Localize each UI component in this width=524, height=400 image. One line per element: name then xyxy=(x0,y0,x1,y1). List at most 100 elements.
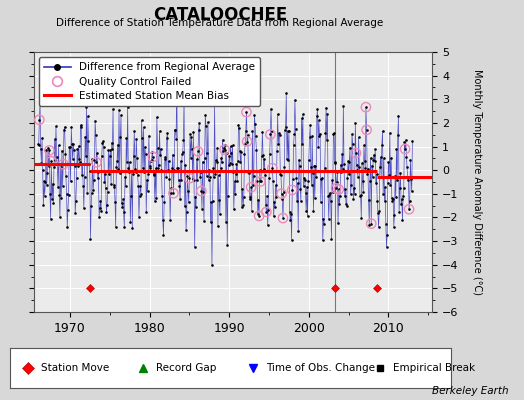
Point xyxy=(381,184,389,190)
Point xyxy=(201,112,210,118)
Point xyxy=(140,169,148,176)
Point xyxy=(161,154,170,161)
Point xyxy=(207,199,215,205)
Point xyxy=(222,218,230,225)
Point xyxy=(194,148,202,154)
Point xyxy=(251,121,259,128)
Point xyxy=(394,132,402,139)
Point xyxy=(54,184,62,190)
Point xyxy=(172,75,181,81)
Point xyxy=(229,169,237,176)
Point xyxy=(204,177,213,184)
Point xyxy=(53,161,61,167)
Point xyxy=(307,182,315,188)
Point xyxy=(363,127,371,133)
Point xyxy=(250,112,259,118)
Point xyxy=(338,151,346,157)
Point xyxy=(35,116,43,123)
Point xyxy=(335,201,344,207)
Point xyxy=(184,188,192,194)
Point xyxy=(213,145,222,151)
Point xyxy=(63,224,71,231)
Point xyxy=(225,153,233,159)
Point xyxy=(98,140,106,146)
Point xyxy=(385,172,394,178)
Point xyxy=(113,158,121,164)
Point xyxy=(231,191,239,197)
Point xyxy=(292,174,300,181)
Point xyxy=(368,162,376,169)
Point xyxy=(199,188,208,195)
Point xyxy=(254,211,262,217)
Point xyxy=(149,154,157,160)
Point xyxy=(94,175,102,182)
Point xyxy=(180,95,188,102)
Point xyxy=(95,214,103,220)
Point xyxy=(40,178,48,185)
Point xyxy=(255,213,263,219)
Point xyxy=(313,113,321,119)
Point xyxy=(114,141,122,148)
Point xyxy=(209,165,217,171)
Point xyxy=(270,198,279,205)
Point xyxy=(322,104,330,111)
Point xyxy=(401,146,409,152)
Point xyxy=(355,164,364,171)
Point xyxy=(41,178,50,185)
Point xyxy=(268,165,277,171)
Point xyxy=(85,161,93,167)
Point xyxy=(274,141,282,147)
Point xyxy=(45,163,53,169)
Point xyxy=(35,116,43,123)
Point xyxy=(369,156,377,163)
Point xyxy=(262,209,270,215)
Point xyxy=(50,164,58,171)
Point xyxy=(405,206,413,212)
Point xyxy=(394,112,402,119)
Point xyxy=(132,136,140,142)
Point xyxy=(339,103,347,110)
Point xyxy=(84,138,93,145)
Point xyxy=(67,124,75,130)
Point xyxy=(176,196,184,202)
Point xyxy=(143,176,151,183)
Point xyxy=(393,177,401,183)
Point xyxy=(258,129,267,135)
Point xyxy=(352,150,360,156)
Point xyxy=(389,196,397,202)
Point xyxy=(91,118,100,124)
Point xyxy=(34,141,42,147)
Point xyxy=(257,178,265,184)
Point xyxy=(52,154,61,160)
Point xyxy=(47,215,55,222)
Point xyxy=(370,158,379,165)
Point xyxy=(264,222,272,228)
Point xyxy=(339,166,347,172)
Point xyxy=(408,188,416,195)
Point xyxy=(378,128,387,134)
Point xyxy=(211,171,220,177)
Point xyxy=(192,204,200,210)
Point xyxy=(402,154,411,160)
Point xyxy=(344,171,353,177)
Point xyxy=(166,216,174,223)
Point xyxy=(52,123,60,130)
Point xyxy=(128,225,136,232)
Point xyxy=(256,167,264,174)
Point xyxy=(343,202,351,209)
Point xyxy=(75,156,83,162)
Point xyxy=(72,174,81,181)
Point xyxy=(289,176,297,182)
Point xyxy=(256,178,265,185)
Point xyxy=(185,175,193,182)
Point xyxy=(267,106,275,112)
Point xyxy=(129,153,138,160)
Point xyxy=(311,195,319,201)
Point xyxy=(60,124,69,130)
Point xyxy=(151,165,160,171)
Point xyxy=(169,190,178,196)
Point xyxy=(260,156,269,162)
Point xyxy=(127,168,136,174)
Point xyxy=(112,224,120,230)
Point xyxy=(147,158,155,164)
